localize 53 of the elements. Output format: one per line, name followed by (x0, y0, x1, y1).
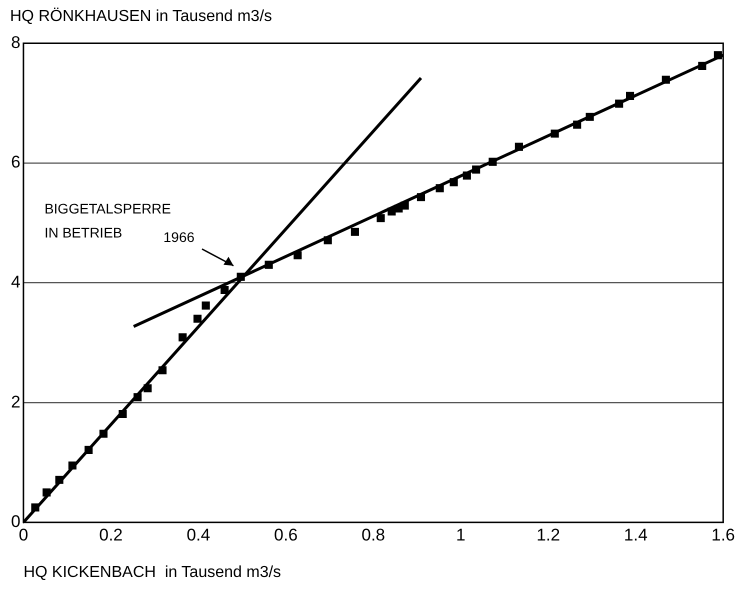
point (118, 410, 127, 418)
point (550, 130, 559, 138)
point (662, 76, 670, 84)
point (134, 393, 142, 402)
point (462, 172, 471, 180)
x-tick-label: 1.6 (711, 525, 736, 544)
point (350, 228, 359, 236)
point (84, 446, 93, 454)
point (202, 302, 210, 310)
point (615, 100, 624, 108)
point (264, 260, 273, 269)
point (586, 112, 594, 121)
annotation: 1966 (163, 229, 195, 246)
x-tick-label: 0.6 (274, 525, 298, 544)
x-axis-title: HQ KICKENBACH in Tausend m3/s (23, 564, 282, 581)
point (42, 488, 51, 496)
point (400, 201, 409, 210)
point (626, 92, 634, 100)
x-tick-label: 1.2 (536, 525, 560, 544)
y-tick-label: 6 (10, 152, 20, 172)
y-tick-label: 0 (10, 512, 20, 532)
y-tick-label: 8 (10, 32, 20, 52)
point (294, 251, 302, 260)
point (436, 184, 444, 192)
point (488, 158, 497, 166)
point (714, 51, 722, 60)
point (376, 214, 385, 222)
point (450, 178, 458, 186)
point (698, 62, 706, 70)
x-tick-label: 1 (456, 525, 466, 544)
point (55, 476, 64, 484)
point (68, 461, 76, 470)
point (31, 503, 40, 512)
point (158, 366, 167, 374)
x-tick-label: 0.4 (186, 525, 210, 544)
x-tick-label: 1.4 (624, 525, 648, 544)
point (178, 333, 187, 342)
x-tick-label: 0.8 (362, 525, 386, 544)
y-axis-title: HQ RÖNKHAUSEN in Tausend m3/s (9, 8, 274, 27)
point (388, 207, 396, 216)
point (416, 193, 426, 202)
point (573, 120, 582, 129)
point (193, 314, 202, 323)
point (514, 142, 523, 151)
point (220, 286, 229, 294)
point (99, 430, 108, 438)
point (324, 236, 332, 244)
point (144, 384, 152, 392)
point (472, 166, 480, 174)
x-tick-label: 0.2 (99, 525, 123, 544)
point (236, 272, 245, 281)
y-tick-label: 2 (10, 392, 20, 412)
y-tick-label: 4 (10, 272, 20, 292)
